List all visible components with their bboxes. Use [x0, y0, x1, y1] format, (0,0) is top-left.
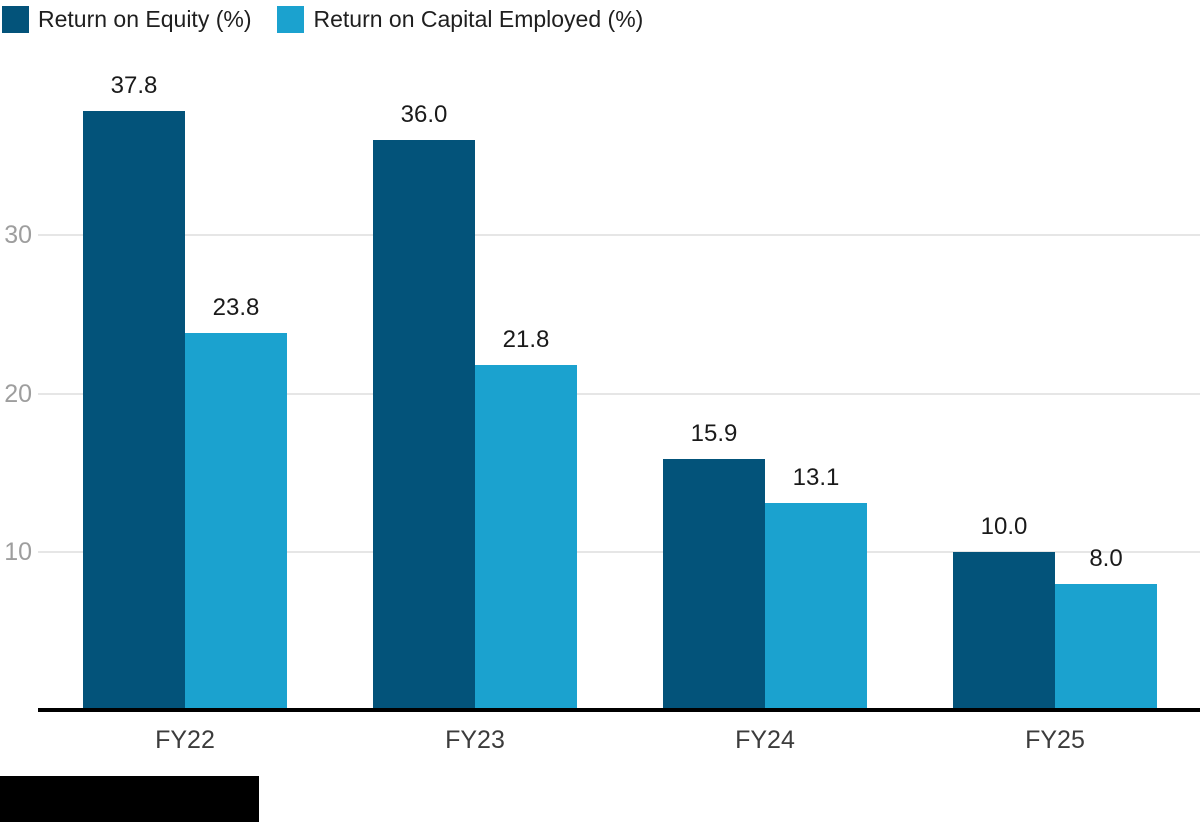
- legend-label-roce: Return on Capital Employed (%): [313, 5, 644, 32]
- bar-roce-fy25[interactable]: [1055, 584, 1157, 711]
- legend-item-return-on-equity[interactable]: Return on Equity (%): [2, 5, 252, 33]
- x-axis-label-fy22: FY22: [155, 726, 215, 754]
- legend-swatch-roe-icon: [2, 5, 29, 33]
- bar-roce-fy22[interactable]: [185, 333, 287, 711]
- value-label-roce-fy23: 21.8: [502, 326, 550, 353]
- bar-roe-fy23[interactable]: [373, 140, 475, 711]
- legend-item-return-on-capital-employed[interactable]: Return on Capital Employed (%): [277, 5, 644, 33]
- gridline-30: [38, 233, 1200, 236]
- value-label-roe-fy24: 15.9: [690, 420, 738, 447]
- bar-roe-fy22[interactable]: [83, 111, 185, 711]
- x-axis-label-fy23: FY23: [445, 726, 505, 754]
- value-label-roe-fy23: 36.0: [400, 101, 448, 128]
- gridline-20: [38, 392, 1200, 395]
- bar-roce-fy24[interactable]: [765, 503, 867, 711]
- y-tick-label-30: 30: [4, 220, 32, 249]
- bar-roe-fy25[interactable]: [953, 552, 1055, 711]
- value-label-roce-fy22: 23.8: [212, 294, 260, 321]
- legend-swatch-roce-icon: [277, 5, 305, 33]
- legend-label-roe: Return on Equity (%): [38, 5, 252, 32]
- y-tick-label-20: 20: [4, 379, 32, 408]
- value-label-roce-fy25: 8.0: [1089, 545, 1123, 572]
- x-axis-label-fy24: FY24: [735, 726, 795, 754]
- bar-roce-fy23[interactable]: [475, 365, 577, 711]
- legend: Return on Equity (%) Return on Capital E…: [2, 3, 643, 35]
- value-label-roe-fy22: 37.8: [110, 72, 158, 99]
- bar-roe-fy24[interactable]: [663, 459, 765, 711]
- value-label-roe-fy25: 10.0: [980, 513, 1028, 540]
- y-tick-label-10: 10: [4, 538, 32, 567]
- x-axis-label-fy25: FY25: [1025, 726, 1085, 754]
- gridline-10: [38, 551, 1200, 554]
- value-label-roce-fy24: 13.1: [792, 464, 840, 491]
- redacted-box: [0, 776, 259, 822]
- x-axis-line: [38, 708, 1200, 712]
